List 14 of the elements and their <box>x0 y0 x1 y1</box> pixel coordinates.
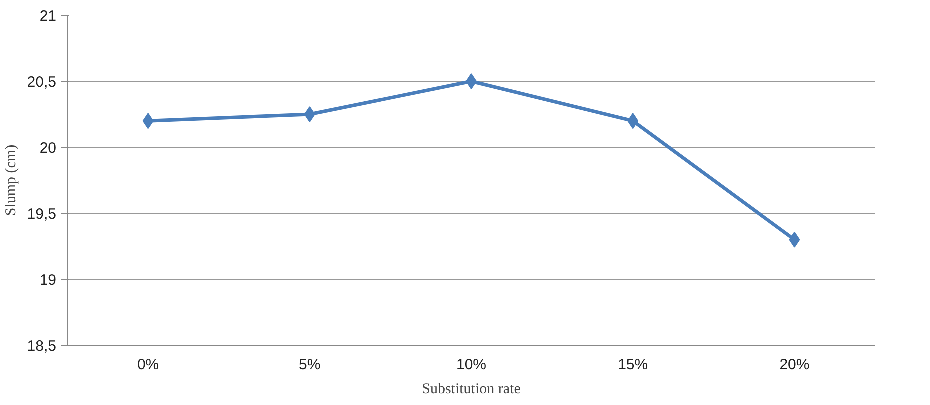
x-tick-label: 0% <box>137 356 160 374</box>
y-tick-label: 19,5 <box>27 206 57 223</box>
y-axis-title: Slump (cm) <box>3 144 20 216</box>
x-tick-label: 10% <box>456 356 487 374</box>
y-tick-label: 21 <box>40 8 57 25</box>
y-tick-label: 18,5 <box>27 338 57 355</box>
y-tick-label: 19 <box>40 272 57 289</box>
x-axis-title: Substitution rate <box>422 382 522 398</box>
y-tick-label: 20,5 <box>27 74 57 91</box>
point <box>304 106 316 122</box>
x-tick-label: 20% <box>780 356 810 374</box>
x-tick-label: 15% <box>618 356 648 374</box>
x-tick-label: 5% <box>299 356 321 374</box>
y-tick-label: 20 <box>40 140 57 157</box>
